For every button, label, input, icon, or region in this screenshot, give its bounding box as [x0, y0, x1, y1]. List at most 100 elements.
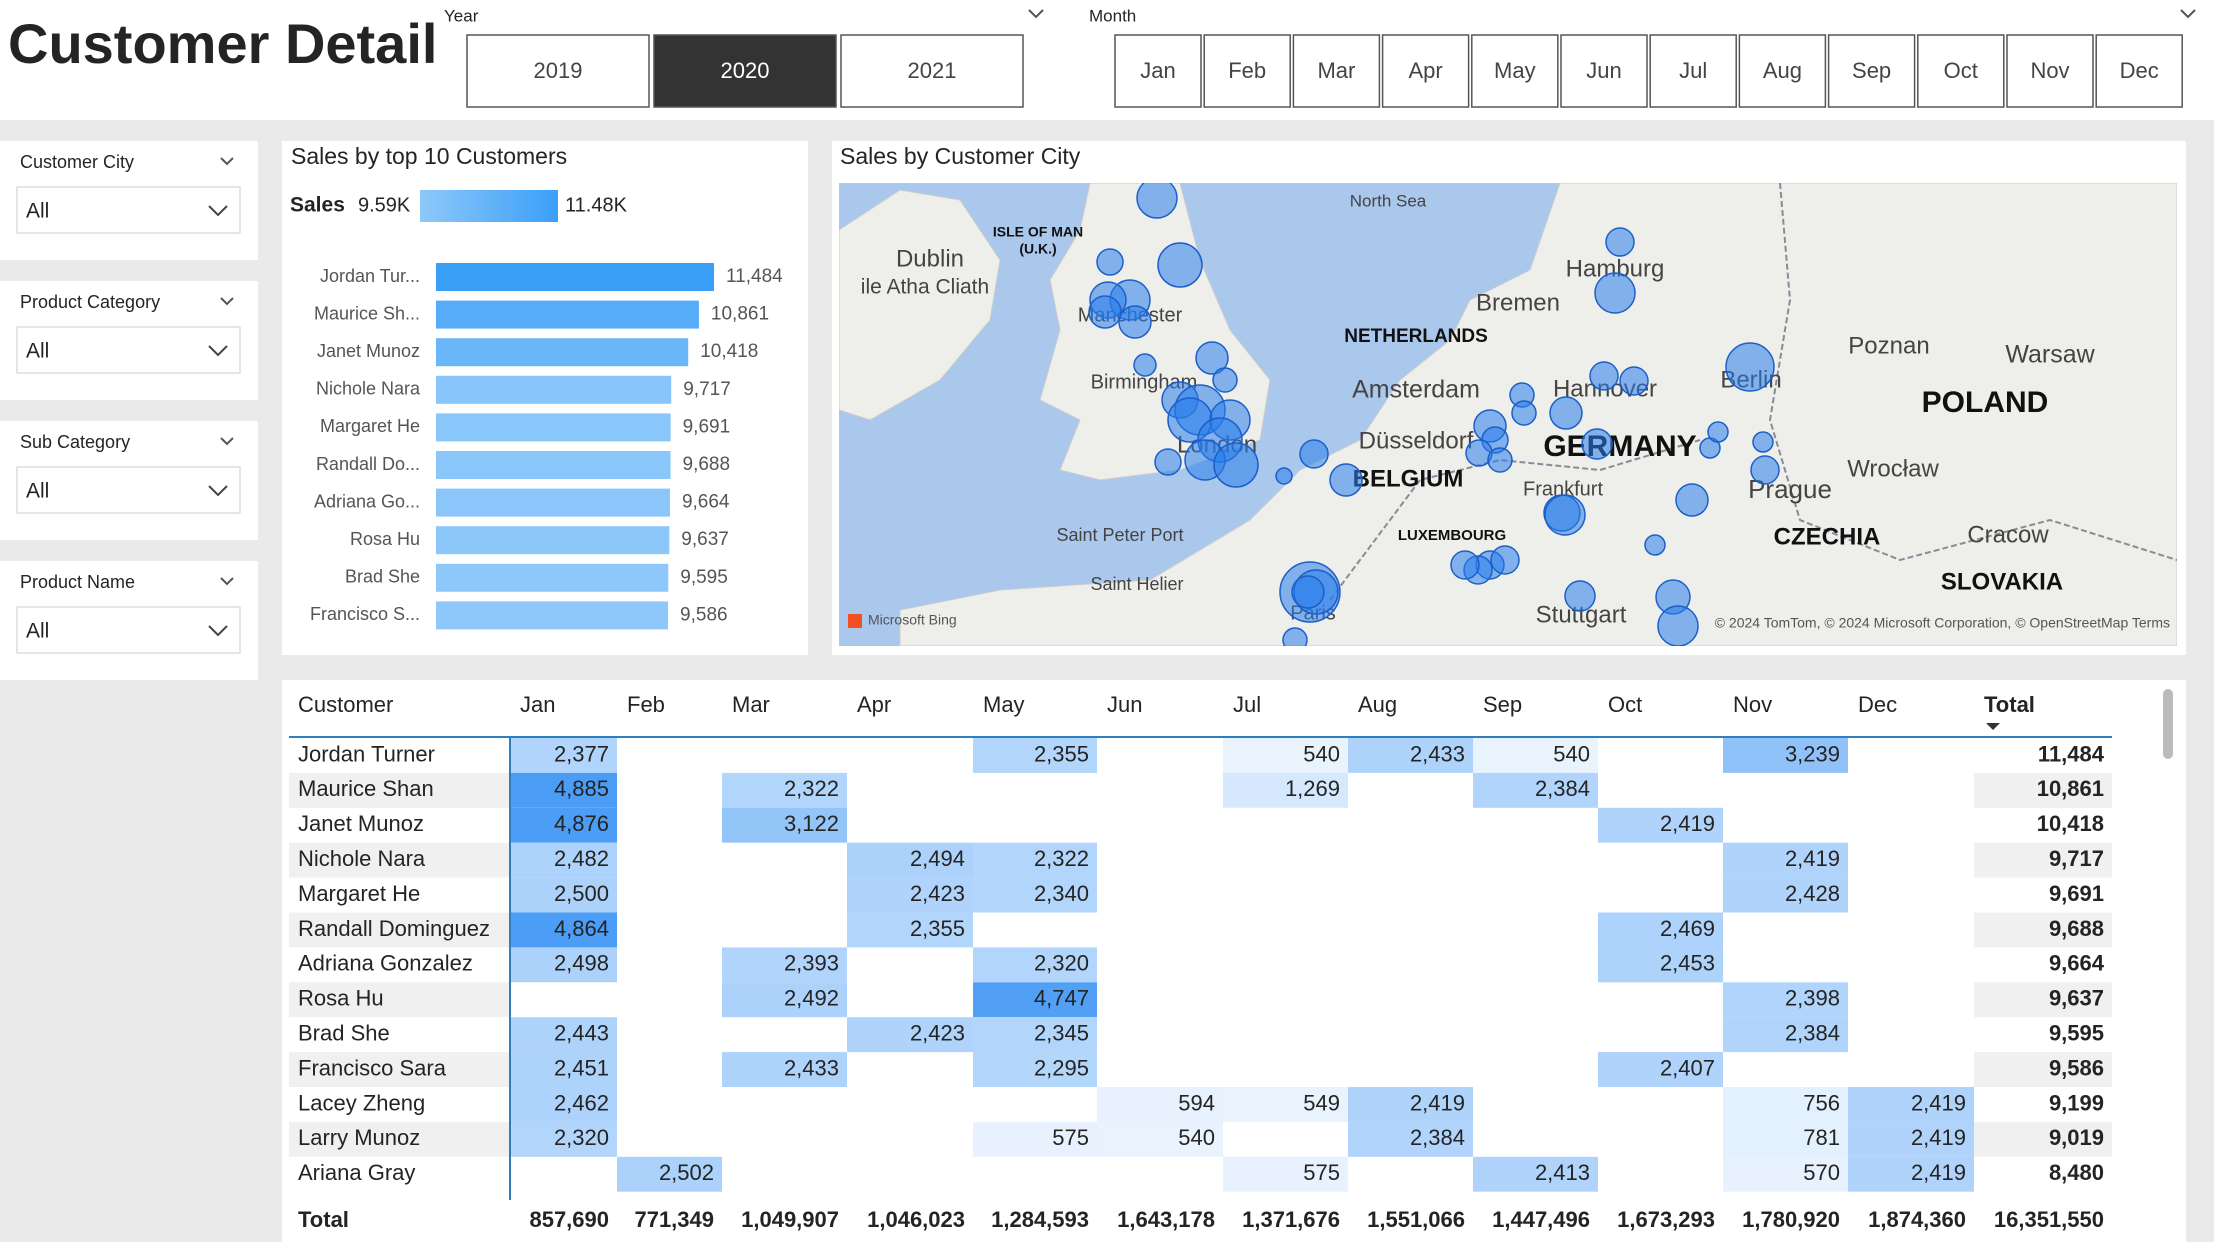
bar[interactable]: [436, 263, 714, 291]
cell-bg: [510, 772, 617, 808]
bar[interactable]: [436, 601, 669, 630]
bar[interactable]: [436, 375, 672, 404]
cell: 2,322: [784, 776, 839, 801]
dropdown[interactable]: [16, 466, 241, 514]
map-bubble[interactable]: [1511, 400, 1537, 426]
month-button[interactable]: [2095, 34, 2183, 108]
month-button[interactable]: [1114, 34, 1202, 108]
map-bubble[interactable]: [1157, 242, 1203, 288]
column-header: Customer: [298, 692, 393, 717]
year-button[interactable]: [466, 34, 650, 108]
scrollbar[interactable]: [2163, 689, 2173, 759]
map-bubble[interactable]: [1707, 421, 1729, 443]
map-bubble[interactable]: [1675, 483, 1709, 517]
map[interactable]: North Sea ISLE OF MAN(U.K.) Dublin ile Atha…: [839, 178, 2177, 652]
bar-value-label: 9,595: [680, 567, 728, 588]
map-bubble[interactable]: [1564, 580, 1596, 612]
map-bubble[interactable]: [1299, 439, 1329, 469]
map-bubble[interactable]: [1657, 605, 1699, 646]
map-bubble[interactable]: [1752, 431, 1774, 453]
map-bubble[interactable]: [1096, 248, 1124, 276]
map-bubble[interactable]: [1088, 295, 1122, 329]
month-button[interactable]: [1203, 34, 1291, 108]
row-total: 11,484: [2038, 741, 2105, 766]
map-bubble[interactable]: [1154, 448, 1182, 476]
column-header: Apr: [857, 692, 891, 717]
map-bubble[interactable]: [1605, 227, 1635, 257]
cell: 2,355: [1034, 741, 1089, 766]
row-total: 8,480: [2049, 1160, 2104, 1185]
map-bubble[interactable]: [1544, 494, 1586, 536]
map-bubble[interactable]: [1136, 178, 1178, 219]
cell: 2,469: [1660, 916, 1715, 941]
year-button[interactable]: [653, 34, 837, 108]
month-button[interactable]: [1917, 34, 2005, 108]
map-bubble[interactable]: [1212, 367, 1238, 393]
cell: 2,419: [1911, 1160, 1966, 1185]
place-label: NETHERLANDS: [1344, 326, 1488, 347]
map-bubble[interactable]: [1581, 428, 1613, 460]
sort-arrow: [1986, 723, 2000, 730]
column-header: Total: [1984, 692, 2035, 717]
map-bubble[interactable]: [1549, 396, 1583, 430]
map-bubble[interactable]: [1594, 272, 1636, 314]
bar[interactable]: [436, 300, 699, 329]
month-button[interactable]: [1471, 34, 1559, 108]
place-label: Dublin: [896, 245, 964, 272]
month-button[interactable]: [1560, 34, 1648, 108]
bar[interactable]: [436, 563, 669, 592]
month-button[interactable]: [2006, 34, 2094, 108]
cell-bg: [1723, 1017, 1848, 1053]
year-button[interactable]: [840, 34, 1024, 108]
map-bubble[interactable]: [1282, 627, 1308, 652]
bar[interactable]: [436, 526, 670, 555]
map-bubble[interactable]: [1490, 545, 1520, 575]
map-bubble[interactable]: [1291, 575, 1325, 609]
column-header: Nov: [1733, 692, 1772, 717]
dropdown[interactable]: [16, 606, 241, 654]
map-bubble[interactable]: [1195, 341, 1229, 375]
dropdown[interactable]: [16, 186, 241, 234]
bar[interactable]: [436, 413, 671, 442]
legend-min: 9.59K: [358, 194, 411, 216]
month-button[interactable]: [1381, 34, 1470, 108]
map-bubble[interactable]: [1118, 305, 1152, 339]
map-bubble[interactable]: [1133, 353, 1157, 377]
row-total: 9,664: [2049, 951, 2105, 976]
map-bubble[interactable]: [1644, 534, 1666, 556]
chevron: [2180, 9, 2196, 19]
row-label: Rosa Hu: [298, 986, 384, 1011]
column-header: Aug: [1358, 692, 1397, 717]
column-header: Jun: [1107, 692, 1142, 717]
column-header: Jul: [1233, 692, 1261, 717]
map-bubble[interactable]: [1487, 447, 1513, 473]
bar[interactable]: [436, 488, 670, 517]
cell: 2,320: [1034, 951, 1089, 976]
map-bubble[interactable]: [1213, 442, 1259, 488]
row-label: Lacey Zheng: [298, 1090, 425, 1115]
dropdown[interactable]: [16, 326, 241, 374]
bar[interactable]: [436, 451, 671, 479]
cell: 2,433: [784, 1055, 839, 1080]
month-button[interactable]: [1827, 34, 1916, 108]
month-button[interactable]: [1738, 34, 1827, 108]
map-bubble[interactable]: [1619, 366, 1649, 396]
map-bubble[interactable]: [1275, 467, 1293, 485]
map-bubble[interactable]: [1329, 463, 1363, 497]
row-band: [1974, 912, 2112, 948]
map-bubble[interactable]: [1589, 361, 1619, 391]
dropdown-value: All: [26, 200, 49, 223]
map-bubble[interactable]: [1725, 342, 1775, 392]
month-button[interactable]: [1292, 34, 1381, 108]
cell-bg: [1473, 738, 1598, 773]
bar[interactable]: [436, 338, 689, 367]
map-bubble[interactable]: [1750, 455, 1780, 485]
bar-value-label: 9,717: [683, 379, 731, 400]
month-button[interactable]: [1649, 34, 1737, 108]
place-label: Saint Helier: [1090, 574, 1183, 594]
cell: 2,453: [1660, 951, 1715, 976]
map-bubble[interactable]: [1450, 550, 1480, 580]
row-label: Brad She: [298, 1021, 390, 1046]
place-label: Cracow: [1967, 521, 2049, 548]
row-total: 9,586: [2049, 1055, 2104, 1080]
